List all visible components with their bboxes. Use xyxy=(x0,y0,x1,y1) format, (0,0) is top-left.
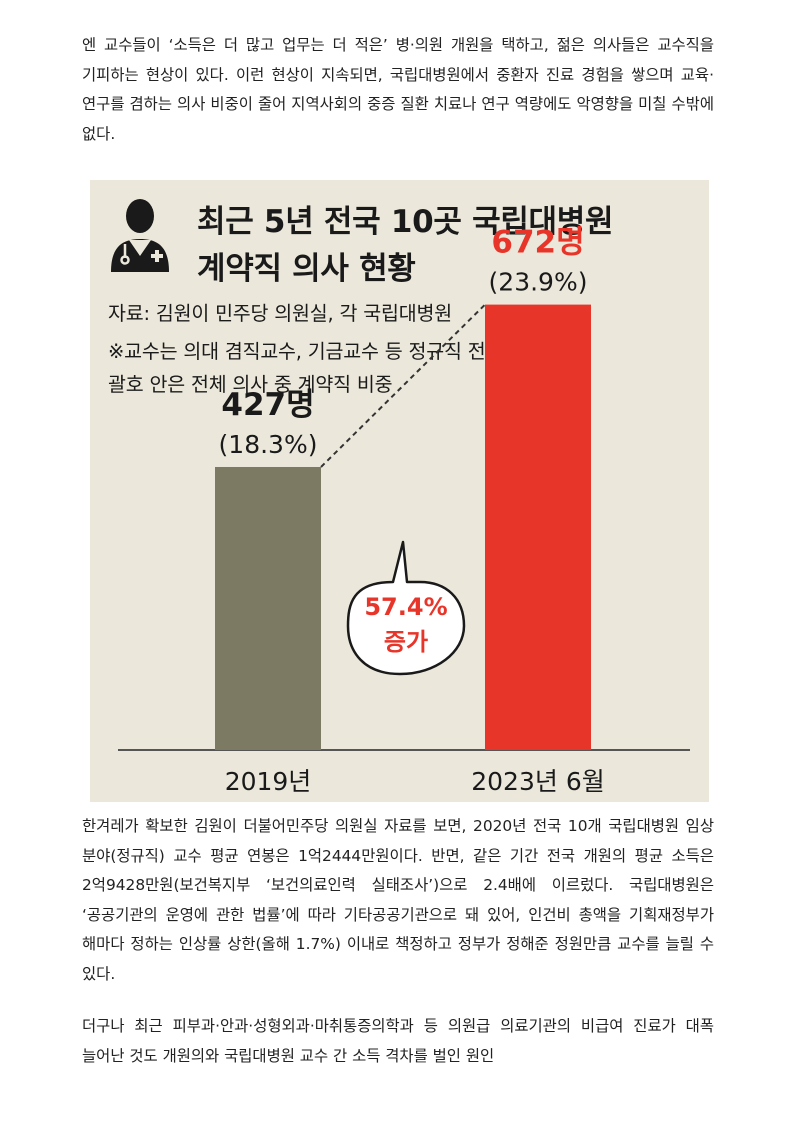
bar-2019 xyxy=(215,466,321,750)
article-paragraph-3: 더구나 최근 피부과·안과·성형외과·마취통증의학과 등 의원급 의료기관의 비… xyxy=(82,1017,714,1065)
bar-chart: 427명 (18.3%) 672명 (23.9%) 2019년 2023년 6월… xyxy=(118,225,690,796)
article-paragraph-2: 한겨레가 확보한 김원이 더불어민주당 의원실 자료를 보면, 2020년 전국… xyxy=(82,817,714,983)
infographic-title-line1: 최근 5년 전국 10곳 국립대병원 xyxy=(197,204,614,240)
source-note: 자료: 김원이 민주당 의원실, 각 국립대병원 xyxy=(108,302,452,325)
infographic-title-line2: 계약직 의사 현황 xyxy=(197,251,416,287)
footnote-line1: ※교수는 의대 겸직교수, 기금교수 등 정규직 전임교원 기준, xyxy=(108,340,587,363)
connector-dashed-line xyxy=(320,303,486,468)
infographic-panel: 최근 5년 전국 10곳 국립대병원 계약직 의사 현황 자료: 김원이 민주당… xyxy=(90,180,709,802)
article-paragraph-1: 엔 교수들이 ‘소득은 더 많고 업무는 더 적은’ 병·의원 개원을 택하고,… xyxy=(82,36,714,143)
annotation-increase: 증가 xyxy=(384,628,428,656)
doctor-icon xyxy=(111,199,169,272)
footnote-line2: 괄호 안은 전체 의사 중 계약직 비중 xyxy=(108,373,393,396)
value-label-2019: 427명 xyxy=(221,387,314,423)
share-label-2019: (18.3%) xyxy=(219,430,318,459)
category-label-2019: 2019년 xyxy=(225,767,312,796)
annotation-percent: 57.4% xyxy=(364,593,447,621)
value-label-2023-june: 672명 xyxy=(491,225,584,261)
bar-2023-june xyxy=(485,304,591,750)
share-label-2023-june: (23.9%) xyxy=(489,268,588,297)
annotation-bubble xyxy=(346,540,466,676)
category-label-2023-june: 2023년 6월 xyxy=(471,767,604,796)
